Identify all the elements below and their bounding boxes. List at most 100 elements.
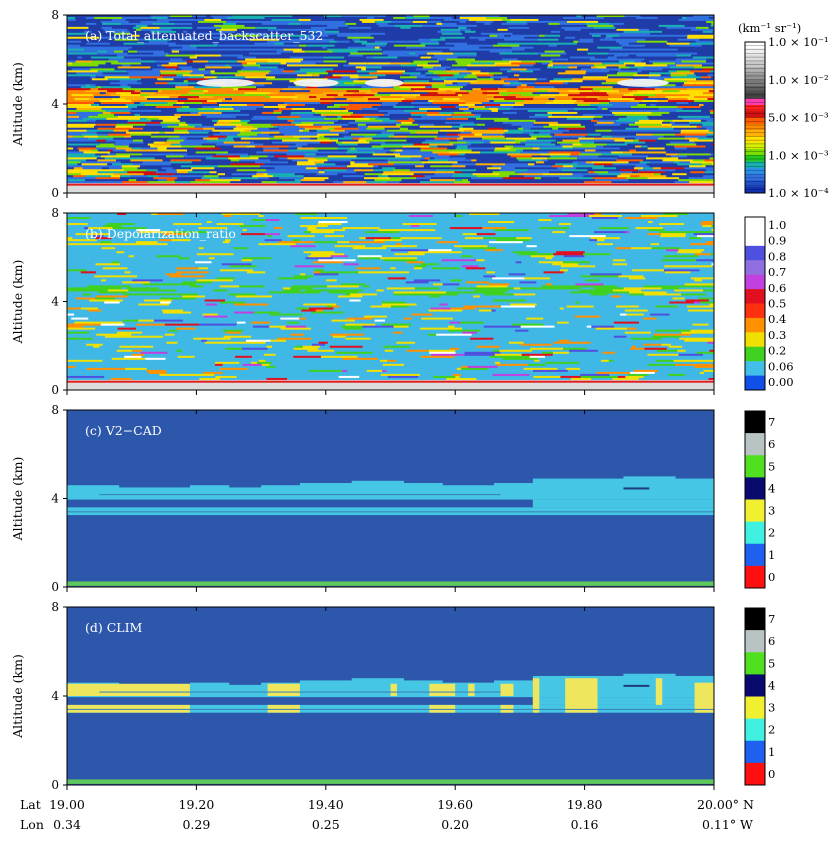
- colorbar-label: 0.2: [768, 344, 786, 358]
- colorbar-swatch: [745, 98, 765, 106]
- y-tick-label: 4: [51, 492, 59, 506]
- colorbar-label: 1.0 × 10⁻¹: [768, 35, 829, 49]
- colorbar-swatch: [745, 79, 765, 87]
- colorbar-swatch: [745, 499, 765, 522]
- colorbar-swatch: [745, 180, 765, 188]
- colorbar-label: 1.0 × 10⁻²: [768, 73, 829, 87]
- colorbar-label: 5: [768, 459, 775, 473]
- lat-prefix: Lat: [20, 797, 41, 812]
- lat-tick-label: 19.40: [308, 797, 344, 812]
- colorbar-label: 0: [768, 767, 775, 781]
- colorbar-label: 6: [768, 634, 775, 648]
- colorbar: 7 6 5 4 3 2 1 0: [744, 607, 775, 786]
- y-tick-label: 8: [51, 403, 59, 417]
- colorbar-label: 0.06: [768, 359, 794, 373]
- colorbar-swatch: [745, 73, 765, 81]
- colorbar-swatch: [745, 60, 765, 68]
- y-axis-label: Altitude (km): [10, 62, 25, 147]
- colorbar-swatch: [745, 260, 765, 275]
- y-tick-label: 8: [51, 206, 59, 220]
- colorbar-label: 2: [768, 526, 775, 540]
- colorbar-swatch: [745, 361, 765, 376]
- colorbar-label: 7: [768, 415, 775, 429]
- y-tick-label: 4: [51, 97, 59, 111]
- colorbar-label: 0.6: [768, 281, 786, 295]
- colorbar-swatch: [745, 274, 765, 290]
- lat-lon-axis: Lat Lon 19.00 19.20 19.40 19.60 19.80 20.00° N 0…: [20, 797, 754, 832]
- colorbar-swatch: [745, 565, 765, 589]
- y-tick-label: 0: [51, 580, 59, 594]
- lat-tick-label: 19.00: [49, 797, 85, 812]
- colorbar-label: 1.0 × 10⁻⁴: [768, 186, 829, 200]
- colorbar-swatch: [745, 630, 765, 653]
- colorbar-swatch: [745, 455, 765, 478]
- colorbar-label: 3: [768, 504, 775, 518]
- colorbar-swatch: [745, 231, 765, 247]
- colorbar-label: 1: [768, 548, 775, 562]
- y-tick-label: 0: [51, 186, 59, 200]
- y-axis-label: Altitude (km): [10, 457, 25, 542]
- colorbar-swatch: [745, 54, 765, 62]
- y-tick-label: 8: [51, 600, 59, 614]
- colorbar-swatch: [745, 674, 765, 697]
- colorbar-swatch: [745, 433, 765, 456]
- lon-prefix: Lon: [20, 817, 44, 832]
- colorbar-swatch: [745, 332, 765, 348]
- colorbar-swatch: [745, 136, 765, 143]
- panel-a-backscatter: (a) Total_attenuated_backscatter_532 0 4 8 A…: [10, 8, 829, 200]
- y-axis-label: Altitude (km): [10, 654, 25, 739]
- lat-tick-label: 19.80: [567, 797, 603, 812]
- colorbar-swatch: [745, 245, 765, 261]
- colorbar: 1.0 0.90.8 0.7 0.6 0.50.4 0.3 0.20.06 0.00: [744, 216, 794, 391]
- y-tick-label: 0: [51, 778, 59, 792]
- lon-tick-label: 0.34: [53, 817, 81, 832]
- lon-tick-label: 0.20: [441, 817, 469, 832]
- colorbar-swatch: [745, 289, 765, 304]
- panel-label: (b) Depolarization_ratio: [85, 226, 236, 241]
- y-tick-label: 8: [51, 8, 59, 22]
- panel-label: (d) CLIM: [85, 620, 143, 635]
- colorbar-unit: (km⁻¹ sr⁻¹): [738, 21, 801, 35]
- colorbar-label: 3: [768, 701, 775, 715]
- panel-c-v2-cad: (c) V2−CAD 0 4 8 Altitude (km) 7 6 5 4 3 2 1 0: [10, 403, 775, 594]
- colorbar-swatch: [745, 104, 765, 112]
- colorbar: (km⁻¹ sr⁻¹)1.0 × 10⁻¹ 1.0 × 10⁻² 5.0 × 10⁻…: [738, 21, 829, 200]
- lat-tick-label: 19.20: [179, 797, 215, 812]
- colorbar-swatch: [745, 48, 765, 55]
- colorbar-swatch: [745, 111, 765, 118]
- colorbar-label: 1.0 × 10⁻³: [768, 148, 829, 162]
- colorbar-swatch: [745, 762, 765, 786]
- y-tick-label: 0: [51, 383, 59, 397]
- panel-label: (a) Total_attenuated_backscatter_532: [85, 28, 323, 43]
- lon-tick-label: 0.16: [571, 817, 599, 832]
- colorbar-label: 1.0: [768, 218, 786, 232]
- colorbar-swatch: [745, 608, 765, 631]
- colorbar-swatch: [745, 117, 765, 125]
- lon-tick-label: 0.29: [182, 817, 210, 832]
- colorbar-label: 2: [768, 723, 775, 737]
- colorbar-swatch: [745, 718, 765, 742]
- colorbar-label: 4: [768, 481, 775, 495]
- colorbar-swatch: [745, 411, 765, 434]
- colorbar-label: 0.7: [768, 265, 786, 279]
- y-tick-label: 4: [51, 689, 59, 703]
- colorbar-label: 0: [768, 570, 775, 584]
- panel-label: (c) V2−CAD: [85, 423, 162, 438]
- colorbar-label: 0.5: [768, 297, 786, 311]
- colorbar-swatch: [745, 161, 765, 169]
- lat-tick-label: 19.60: [437, 797, 473, 812]
- colorbar-swatch: [745, 86, 765, 93]
- colorbar-swatch: [745, 477, 765, 500]
- colorbar-label: 5.0 × 10⁻³: [768, 111, 829, 125]
- colorbar-swatch: [745, 521, 765, 545]
- panel-b-depolarization: (b) Depolarization_ratio 0 4 8 Altitude (km)…: [10, 206, 794, 397]
- lon-tick-label: 0.11° W: [702, 817, 753, 832]
- colorbar-swatch: [745, 123, 765, 131]
- y-axis-label: Altitude (km): [10, 260, 25, 345]
- colorbar-swatch: [745, 167, 765, 175]
- colorbar-swatch: [745, 186, 765, 194]
- colorbar-swatch: [745, 652, 765, 675]
- colorbar-swatch: [745, 346, 765, 362]
- colorbar-swatch: [745, 92, 765, 99]
